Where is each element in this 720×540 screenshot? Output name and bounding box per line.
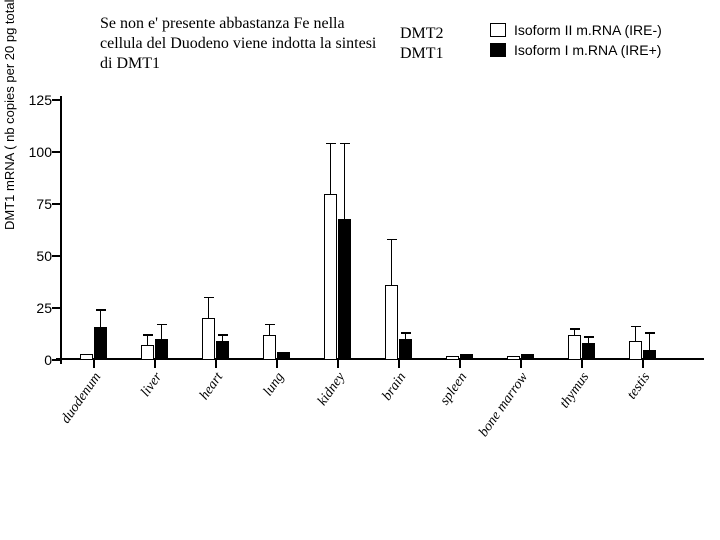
error-bar-cap [387, 239, 397, 241]
bar [141, 345, 154, 360]
x-tick-label: spleen [437, 370, 458, 399]
bar [399, 339, 412, 360]
y-tick-label: 25 [12, 300, 52, 316]
annotation-text: Se non e' presente abbastanza Fe nella c… [100, 14, 390, 74]
plot-area: 0255075100125duodenumliverheartlungkidne… [60, 100, 700, 360]
error-bar [649, 333, 651, 350]
error-bar-cap [218, 334, 228, 336]
legend-item: Isoform II m.RNA (IRE-) [490, 22, 662, 38]
error-bar [588, 337, 590, 343]
bar [385, 285, 398, 360]
annotation-dmt2: DMT2 [400, 24, 470, 44]
error-bar-cap [645, 332, 655, 334]
error-bar-cap [204, 297, 214, 299]
bar [460, 354, 473, 360]
bar [263, 335, 276, 360]
y-tick-label: 0 [12, 352, 52, 368]
error-bar [147, 335, 149, 345]
x-tick [520, 360, 522, 368]
error-bar [161, 325, 163, 340]
error-bar-cap [401, 332, 411, 334]
bar [582, 343, 595, 360]
x-tick [337, 360, 339, 368]
bar [216, 341, 229, 360]
y-tick-label: 50 [12, 248, 52, 264]
y-tick-label: 100 [12, 144, 52, 160]
x-tick [276, 360, 278, 368]
bar [155, 339, 168, 360]
bar [629, 341, 642, 360]
y-tick [52, 359, 60, 361]
y-tick [52, 255, 60, 257]
x-tick [581, 360, 583, 368]
x-tick-label: testis [624, 370, 641, 394]
x-tick [398, 360, 400, 368]
error-bar-cap [96, 309, 106, 311]
annotation-dmt: DMT2 DMT1 [400, 24, 470, 64]
legend-swatch-filled [490, 43, 506, 57]
error-bar-cap [340, 143, 350, 145]
y-tick-label: 125 [12, 92, 52, 108]
error-bar [574, 329, 576, 335]
bar-chart: 0255075100125duodenumliverheartlungkidne… [60, 90, 700, 440]
bar [446, 356, 459, 360]
bar [277, 352, 290, 360]
error-bar [391, 239, 393, 285]
x-tick [93, 360, 95, 368]
error-bar [330, 144, 332, 194]
error-bar-cap [631, 326, 641, 328]
y-tick [52, 307, 60, 309]
error-bar-cap [157, 324, 167, 326]
bar [94, 327, 107, 360]
legend-label: Isoform I m.RNA (IRE+) [514, 42, 661, 58]
bar [507, 356, 520, 360]
x-tick [642, 360, 644, 368]
y-tick-label: 75 [12, 196, 52, 212]
y-tick [52, 151, 60, 153]
x-tick [215, 360, 217, 368]
bar [643, 350, 656, 360]
error-bar-cap [584, 336, 594, 338]
x-tick-label: liver [138, 370, 153, 391]
x-tick-label: brain [379, 370, 396, 395]
error-bar [344, 144, 346, 219]
error-bar-cap [570, 328, 580, 330]
x-tick [154, 360, 156, 368]
x-tick [459, 360, 461, 368]
error-bar-cap [143, 334, 153, 336]
error-bar [208, 298, 210, 319]
annotation-dmt1: DMT1 [400, 44, 470, 64]
x-tick-label: kidney [315, 370, 336, 400]
error-bar [222, 335, 224, 341]
legend-label: Isoform II m.RNA (IRE-) [514, 22, 662, 38]
y-axis [60, 96, 62, 364]
error-bar [269, 325, 271, 335]
bar [324, 194, 337, 360]
x-tick-label: thymus [557, 370, 580, 402]
legend: Isoform II m.RNA (IRE-) Isoform I m.RNA … [490, 22, 662, 62]
error-bar-cap [265, 324, 275, 326]
error-bar-cap [326, 143, 336, 145]
x-tick-label: duodenum [58, 370, 91, 418]
y-tick [52, 99, 60, 101]
error-bar [100, 310, 102, 327]
y-tick [52, 203, 60, 205]
bar [338, 219, 351, 360]
x-tick-label: heart [197, 370, 214, 394]
legend-swatch-open [490, 23, 506, 37]
bar [202, 318, 215, 360]
x-tick-label: lung [260, 370, 274, 390]
bar [80, 354, 93, 360]
error-bar [635, 327, 637, 342]
legend-item: Isoform I m.RNA (IRE+) [490, 42, 662, 58]
bar [568, 335, 581, 360]
error-bar [405, 333, 407, 339]
x-tick-label: bone marrow [476, 370, 519, 431]
bar [521, 354, 534, 360]
